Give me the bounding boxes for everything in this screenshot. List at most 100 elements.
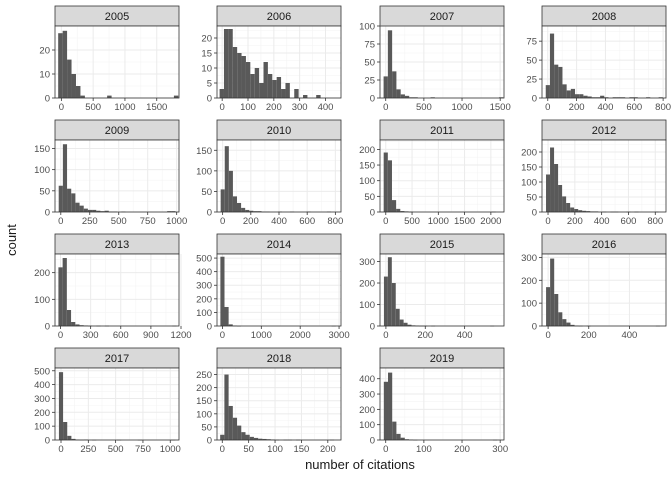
panel-2018: 2018 0 50 100 150 200 0 50 100 150 200 250 [196,347,342,455]
y-axis: 0 50 100 150 [196,146,217,219]
y-tick-label: 150 [34,144,50,155]
y-tick-label: 100 [359,420,375,431]
y-axis: 0 50 100 150 200 250 [196,370,217,447]
histogram-bar [245,209,250,212]
histogram-bar [562,84,567,98]
x-axis: 0 50 100 150 200 [220,440,336,455]
histogram-bar [578,210,583,212]
y-tick-label: 100 [34,295,50,306]
y-tick-label: 100 [359,300,375,311]
y-tick-label: 200 [359,279,375,290]
facet-strip-label: 2014 [267,239,291,251]
x-tick-label: 1500 [490,102,511,113]
x-tick-label: 1500 [146,102,167,113]
histogram-bar [574,209,579,212]
facet-strip-label: 2005 [105,11,129,23]
y-tick-label: 75 [526,37,537,48]
histogram-bar [388,372,393,440]
x-axis: 0 500 1000 1500 [383,98,511,113]
y-tick-label: 300 [34,394,50,405]
x-axis: 0 300 600 900 1200 [58,326,192,341]
x-axis: 0 200 400 600 800 [545,212,663,227]
y-tick-label: 50 [526,56,537,67]
x-axis-title: number of citations [305,457,415,472]
y-tick-label: 50 [526,193,537,204]
y-tick-label: 50 [364,58,375,69]
panel-2015: 2015 0 200 400 0 100 200 300 [359,233,505,341]
histogram-bar [403,322,408,326]
y-tick-label: 300 [359,257,375,268]
histogram-bar [554,64,559,98]
x-tick-label: 200 [266,102,282,113]
panel-border [54,25,180,99]
histogram-bar [224,146,229,212]
histogram-bar [387,160,392,212]
major-gridlines [217,368,341,441]
histogram-bars [220,374,335,441]
y-tick-label: 500 [196,254,212,265]
x-axis: 0 200 400 [383,326,473,341]
y-tick-label: 400 [359,374,375,385]
histogram-bar [228,170,233,212]
histogram-bar [92,209,97,212]
y-tick-label: 0 [370,436,375,447]
facet-strip-label: 2011 [430,125,454,137]
histogram-bar [224,306,229,326]
y-tick-label: 5 [207,79,212,90]
histogram-bar [228,324,233,326]
histogram-bar [400,94,405,98]
y-tick-label: 0 [532,322,537,333]
histogram-bar [107,95,112,98]
histogram-bar [558,66,563,98]
histogram-bar [257,211,262,212]
x-tick-label: 1000 [166,216,187,227]
x-tick-label: 200 [243,216,259,227]
histogram-bar [259,83,264,98]
facet-strip-label: 2007 [430,11,454,23]
histogram-bar [263,62,268,98]
x-tick-label: 0 [383,102,388,113]
x-tick-label: 200 [320,444,336,455]
panel-background [380,140,504,212]
histogram-bar [71,322,76,326]
x-tick-label: 900 [143,330,159,341]
x-tick-label: 0 [383,444,388,455]
histogram-bar [253,437,259,440]
y-tick-label: 400 [196,267,212,278]
minor-gridlines [55,140,179,212]
x-tick-label: 1200 [170,330,191,341]
x-tick-label: 400 [621,330,637,341]
histogram-bar [249,436,254,440]
x-tick-label: 250 [80,444,96,455]
histogram-bar [167,211,172,212]
y-tick-label: 10 [39,70,50,81]
histogram-bar [570,88,576,98]
histogram-bar [391,283,396,326]
histogram-bar [391,200,397,212]
x-tick-label: 400 [594,216,610,227]
y-tick-label: 25 [364,76,375,87]
x-tick-label: 100 [267,444,283,455]
y-axis: 0 100 200 300 [359,257,380,333]
x-tick-label: 600 [626,102,642,113]
x-tick-label: 0 [59,102,64,113]
y-tick-label: 200 [359,145,375,156]
panel-border [379,253,505,327]
histogram-bar [173,95,179,98]
y-tick-label: 0 [207,208,212,219]
histogram-bar [554,164,559,212]
y-tick-label: 75 [364,40,375,51]
histogram-bar [79,205,84,212]
minor-gridlines [380,368,504,440]
x-tick-label: 400 [271,216,287,227]
histogram-bar [566,90,571,98]
y-tick-label: 300 [521,253,537,264]
panel-2014: 2014 0 1000 2000 3000 0 100 200 300 400 500 [196,233,350,341]
y-tick-label: 0 [207,94,212,105]
histogram-bar [566,322,571,326]
histogram-bar [550,258,555,326]
panel-background [55,368,179,440]
histogram-bar [392,421,397,440]
histogram-bar [237,202,242,212]
